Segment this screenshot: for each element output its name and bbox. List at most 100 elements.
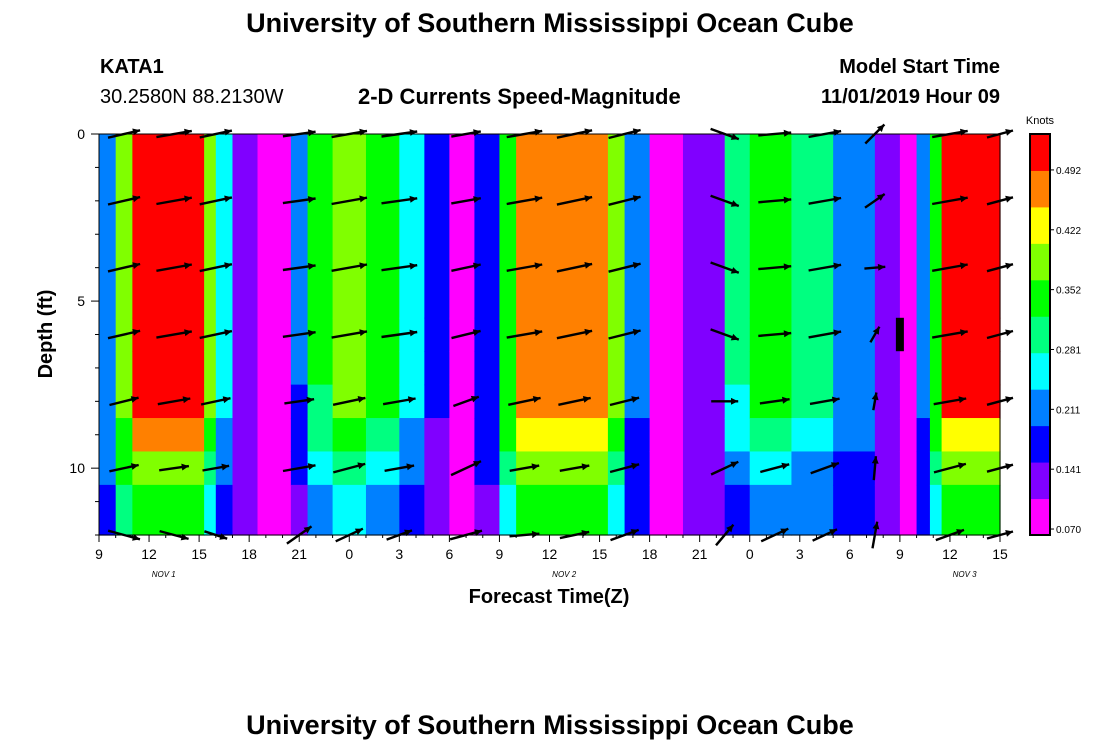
x-tick-label: 6 (846, 546, 854, 562)
heat-cell (449, 484, 476, 536)
current-vector (331, 195, 368, 206)
model-start-time: 11/01/2019 Hour 09 (820, 86, 1000, 108)
current-vector (864, 263, 886, 271)
heat-cell (899, 384, 918, 419)
current-vector (381, 329, 418, 339)
heat-cell (232, 418, 259, 453)
heat-cell (649, 351, 684, 386)
current-vector (199, 329, 233, 340)
colorbar-swatch (1030, 243, 1050, 281)
current-vector (758, 196, 792, 204)
current-vector (506, 329, 543, 339)
current-vector (109, 463, 139, 473)
x-axis: 9 12 15 18 21 0 3 6 9 12 15 18 21 0 3 6 9 12 15 NOV 1 NOV 2 N… (95, 535, 1008, 579)
heat-cell (474, 451, 501, 486)
heat-cell (307, 451, 334, 486)
heat-cell (399, 484, 425, 536)
heat-cell (99, 418, 117, 453)
heat-cell (724, 351, 751, 386)
heat-cell (516, 351, 609, 386)
y-tick-label: 0 (77, 126, 85, 142)
heat-cell (115, 484, 133, 536)
current-vector (452, 395, 480, 408)
heat-cell (916, 384, 931, 419)
heat-cell (474, 484, 501, 536)
date-label: NOV 2 (552, 570, 577, 579)
x-tick-label: 21 (692, 546, 708, 562)
colorbar-swatch (1030, 316, 1050, 354)
heat-cell (232, 484, 259, 536)
current-vector (202, 463, 230, 472)
current-vector (157, 396, 191, 406)
heat-cell (682, 418, 726, 453)
heat-cell (365, 134, 400, 319)
heat-cell (204, 484, 217, 536)
heat-cell (307, 317, 334, 352)
heat-cell (833, 134, 876, 319)
current-vector (558, 396, 591, 406)
heat-cell (624, 351, 651, 386)
page-title: University of Southern Mississippi Ocean… (246, 8, 854, 38)
station-coordinates: 30.2580N 88.2130W (100, 86, 284, 108)
heat-cell (307, 384, 334, 419)
heat-cell (449, 451, 476, 486)
heat-cell (649, 317, 684, 352)
heat-cell (874, 351, 901, 386)
heat-cell (332, 351, 367, 386)
current-vector (808, 195, 842, 205)
heat-cell (257, 134, 292, 319)
heat-cell (215, 317, 234, 352)
heat-cell (929, 134, 943, 319)
current-vector (759, 396, 790, 405)
heat-cell (474, 317, 501, 352)
current-vector (711, 397, 739, 405)
heat-cell (399, 418, 425, 453)
current-vector (871, 456, 879, 481)
current-vector (710, 460, 739, 476)
heat-cell (232, 384, 259, 419)
x-tick-label: 15 (592, 546, 608, 562)
heat-cell (449, 418, 476, 453)
heat-cell (365, 484, 400, 536)
current-vector (759, 462, 790, 474)
heat-cell (874, 484, 901, 536)
current-vector (381, 195, 418, 205)
colorbar-swatch (1030, 389, 1050, 427)
heat-cell (132, 134, 205, 319)
heat-cell (607, 351, 626, 386)
colorbar-swatch (1030, 498, 1050, 536)
heat-cell (99, 384, 117, 419)
heat-cell (499, 484, 517, 536)
heat-cell (516, 484, 609, 536)
current-vector (450, 460, 482, 477)
heat-cell (682, 317, 726, 352)
current-vector (609, 396, 640, 407)
y-tick-label: 10 (69, 460, 85, 476)
heat-cell (516, 418, 609, 453)
current-vector (282, 329, 316, 338)
heat-cell (941, 134, 1001, 319)
current-vector (931, 262, 968, 272)
vector-marker (895, 317, 904, 352)
heat-cell (682, 134, 726, 319)
colorbar-label: 0.352 (1056, 286, 1081, 297)
current-vector (931, 195, 968, 206)
colorbar-label: 0.141 (1056, 465, 1081, 476)
heat-cell (290, 134, 309, 319)
heat-cell (204, 351, 217, 386)
x-tick-label: 15 (191, 546, 207, 562)
current-vector (331, 262, 368, 272)
current-vector (199, 262, 233, 273)
heat-cell (449, 134, 476, 319)
heat-cell (215, 418, 234, 453)
x-tick-label: 12 (141, 546, 157, 562)
current-vector (159, 463, 190, 472)
colorbar-title: Knots (1026, 115, 1055, 127)
heat-cell (290, 484, 309, 536)
heat-cell (682, 484, 726, 536)
heat-cell (99, 134, 117, 319)
current-vector (284, 396, 315, 405)
current-vector (556, 328, 593, 340)
heat-cell (724, 134, 751, 319)
current-vector (282, 463, 316, 473)
